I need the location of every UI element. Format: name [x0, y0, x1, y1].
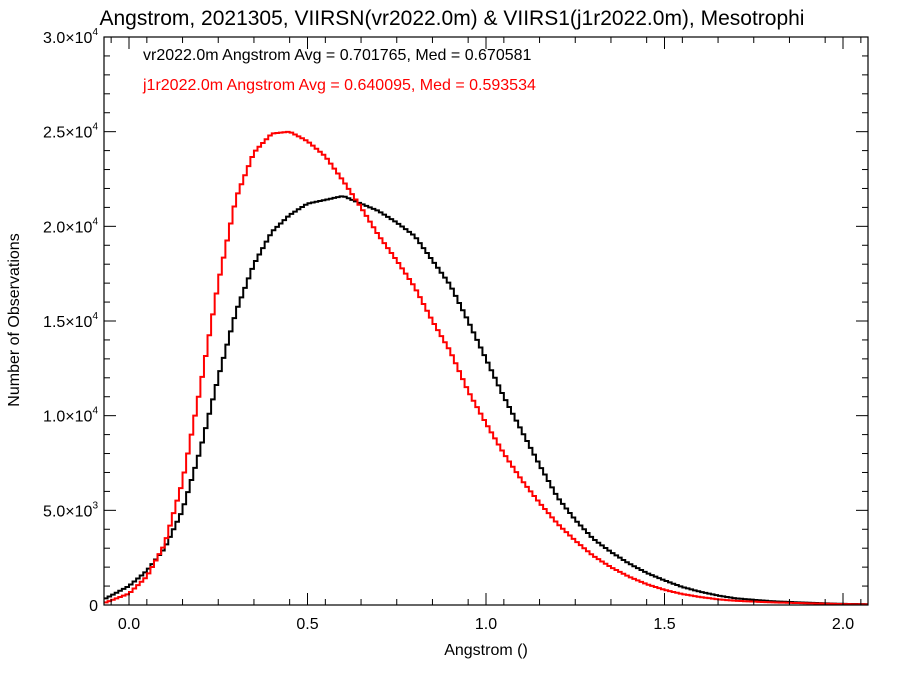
- legend-entry: vr2022.0m Angstrom Avg = 0.701765, Med =…: [143, 47, 532, 64]
- y-axis: 0 5.0×103 1.0×104 1.5×104 2.0×104 2.5×104 3.0×…: [43, 27, 868, 615]
- x-axis-label: Angstrom (): [444, 642, 528, 659]
- x-tick-label: 0.5: [296, 616, 318, 633]
- series-line-vr2022.0m: [104, 195, 868, 606]
- y-tick-label: 2.0×104: [43, 216, 98, 236]
- chart-title: Angstrom, 2021305, VIIRSN(vr2022.0m) & V…: [100, 7, 805, 30]
- y-tick-label: 1.0×104: [43, 406, 98, 426]
- x-tick-label: 1.5: [653, 616, 675, 633]
- legend: vr2022.0m Angstrom Avg = 0.701765, Med =…: [142, 47, 536, 94]
- y-tick-label: 5.0×103: [43, 500, 98, 520]
- y-tick-label: 1.5×104: [43, 311, 98, 331]
- plot-area: [104, 130, 868, 606]
- y-tick-label: 3.0×104: [43, 27, 98, 47]
- legend-entry: j1r2022.0m Angstrom Avg = 0.640095, Med …: [142, 77, 536, 94]
- y-tick-label: 2.5×104: [43, 122, 98, 142]
- x-tick-label: 0.0: [118, 616, 140, 633]
- plot-frame: [103, 36, 869, 606]
- series-line-j1r2022.0m: [104, 130, 868, 606]
- y-tick-label: 0: [89, 598, 98, 615]
- x-tick-label: 2.0: [832, 616, 854, 633]
- y-axis-label: Number of Observations: [6, 233, 23, 406]
- x-axis: 0.0 0.5 1.0 1.5 2.0: [110, 37, 862, 633]
- x-tick-label: 1.0: [475, 616, 497, 633]
